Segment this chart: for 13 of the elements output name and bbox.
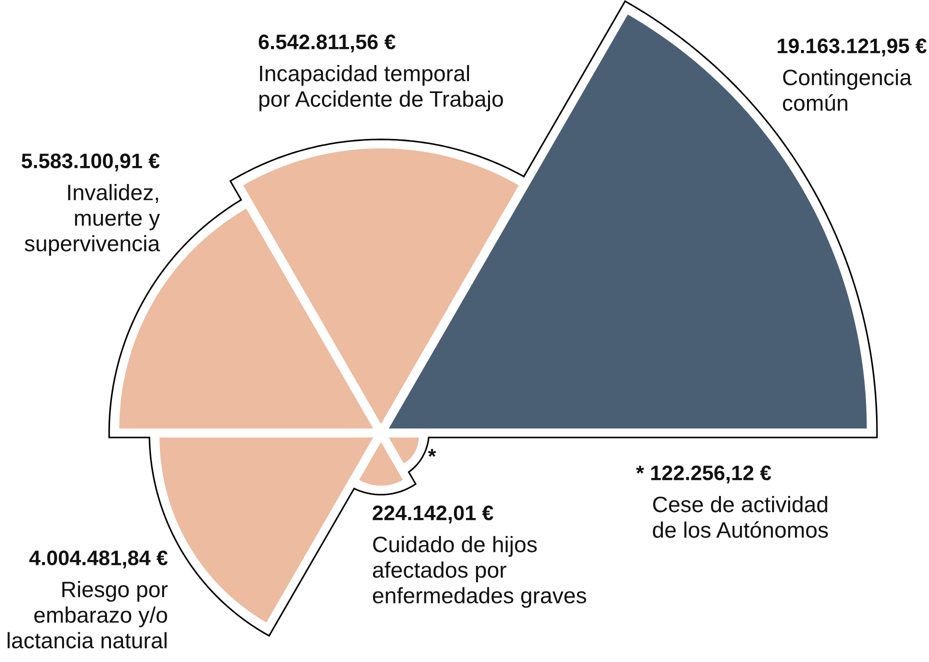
data-label: 6.542.811,56 € bbox=[258, 34, 396, 52]
data-label: 224.142,01 € bbox=[372, 506, 494, 524]
data-label: 19.163.121,95 € bbox=[778, 38, 927, 56]
category-label: Invalidez, muerte y supervivencia bbox=[24, 184, 160, 256]
category-label: Cuidado de hijos afectados por enfermedades graves bbox=[372, 536, 586, 608]
category-label: Cese de actividad de los Autónomos bbox=[652, 496, 828, 538]
category-label: Contingencia común bbox=[782, 69, 912, 111]
data-label: 5.583.100,91 € bbox=[22, 154, 160, 172]
category-label: Riesgo por embarazo y/o lactancia natural bbox=[8, 581, 168, 648]
data-label: 4.004.481,84 € bbox=[29, 550, 168, 568]
text: * bbox=[428, 449, 436, 457]
data-label: * 122.256,12 € bbox=[636, 466, 772, 484]
category-label: Incapacidad temporal por Accidente de Trabajo bbox=[259, 65, 503, 112]
